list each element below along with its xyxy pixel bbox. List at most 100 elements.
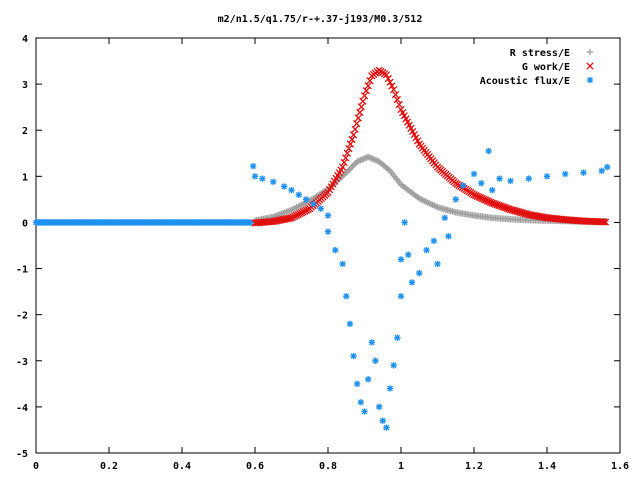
acoustic-flux-e-point	[251, 173, 259, 180]
acoustic-flux-e-point	[543, 173, 551, 180]
acoustic-flux-e-point	[507, 177, 514, 185]
y-tick-label: -2	[16, 311, 28, 322]
axis-ticks: 0 0.2 0.4 0.6 0.8 1 1.2 1.4 1.6 4 3 2 1 0 -1 -2 -3 -4 -5	[16, 34, 629, 472]
y-tick-label: 4	[22, 34, 28, 45]
acoustic-flux-e-point	[445, 233, 452, 240]
acoustic-flux-e-point	[452, 196, 459, 203]
g-work-e-point	[391, 90, 400, 99]
acoustic-flux-e-point	[485, 147, 492, 155]
g-work-e-point	[364, 82, 372, 90]
acoustic-flux-e-point	[408, 279, 416, 286]
g-work-e-point	[359, 97, 367, 105]
acoustic-flux-e-point	[339, 260, 346, 268]
x-tick-label: 1.2	[465, 461, 483, 472]
y-tick-label: -5	[16, 449, 28, 460]
acoustic-flux-e-point	[580, 169, 587, 176]
x-tick-label: 1.6	[611, 461, 629, 472]
g-work-e-point	[356, 108, 364, 117]
g-work-e-point	[386, 78, 394, 86]
acoustic-flux-e-point	[525, 175, 532, 182]
g-work-e-point	[393, 95, 402, 104]
acoustic-flux-e-point	[368, 339, 375, 346]
x-tick-label: 0	[33, 461, 39, 472]
acoustic-flux-e-point	[281, 183, 288, 190]
x-tick-label: 0.2	[100, 461, 118, 472]
legend-marker	[586, 62, 594, 70]
acoustic-flux-e-point	[401, 219, 408, 226]
y-tick-label: -1	[16, 265, 28, 276]
acoustic-flux-e-point	[496, 175, 503, 182]
plot-frame	[35, 37, 621, 454]
g-work-e-point	[346, 140, 355, 148]
g-work-e-point	[600, 218, 608, 226]
legend-label: R stress/E	[510, 48, 570, 59]
g-work-e-point	[345, 145, 353, 153]
acoustic-flux-e-point	[350, 352, 357, 360]
acoustic-flux-e-point	[441, 214, 448, 222]
acoustic-flux-e-point	[397, 256, 405, 263]
acoustic-flux-e-point	[379, 417, 386, 424]
g-work-e-point	[390, 85, 398, 94]
y-tick-label: -4	[16, 403, 28, 414]
x-tick-label: 1.4	[538, 461, 556, 472]
y-tick-label: 1	[22, 172, 28, 183]
r-stress-e-point	[344, 167, 352, 175]
r-stress-e-point	[350, 161, 358, 168]
acoustic-flux-e-point	[249, 162, 257, 170]
acoustic-flux-e-point	[259, 175, 266, 182]
acoustic-flux-e-point	[390, 362, 397, 369]
g-work-e-point	[338, 163, 347, 171]
acoustic-flux-e-point	[459, 182, 467, 189]
legend: R stress/E G work/E Acoustic flux/E	[480, 48, 594, 87]
legend-label: G work/E	[522, 62, 570, 73]
r-stress-e-point	[347, 164, 355, 172]
legend-label: Acoustic flux/E	[480, 75, 570, 87]
acoustic-flux-e-point	[302, 196, 310, 203]
acoustic-flux-e-point	[364, 376, 372, 383]
acoustic-flux-e-point	[310, 200, 317, 208]
acoustic-flux-e-point	[324, 212, 332, 219]
series-layer	[32, 66, 611, 431]
g-work-e-point	[354, 114, 362, 122]
acoustic-flux-e-point	[416, 269, 423, 277]
acoustic-flux-e-point	[423, 246, 430, 254]
g-work-e-point	[382, 71, 391, 79]
acoustic-flux-e-point	[598, 167, 605, 174]
x-tick-label: 0.4	[173, 461, 191, 472]
acoustic-flux-e-point	[562, 170, 569, 178]
g-work-e-point	[384, 74, 392, 83]
chart-title: m2/n1.5/q1.75/r-+.37-j193/M0.3/512	[218, 13, 423, 25]
acoustic-flux-e-point	[489, 186, 496, 194]
y-tick-label: 3	[22, 80, 28, 91]
acoustic-flux-e-point	[434, 260, 441, 268]
acoustic-flux-baseline	[32, 219, 254, 226]
acoustic-flux-e-point	[375, 403, 383, 411]
g-work-e-point	[362, 87, 370, 95]
x-tick-label: 0.6	[246, 461, 264, 472]
acoustic-flux-e-point	[357, 399, 365, 406]
g-work-e-point	[395, 100, 403, 109]
acoustic-flux-e-point	[332, 246, 339, 254]
g-work-e-point	[601, 218, 610, 226]
r-stress-e-point	[349, 163, 356, 170]
legend-marker	[586, 76, 594, 84]
series-1	[251, 66, 610, 227]
g-work-e-point	[351, 125, 359, 133]
g-work-e-point	[340, 158, 348, 167]
acoustic-flux-e-point	[478, 180, 485, 187]
acoustic-flux-e-point	[354, 380, 361, 388]
acoustic-flux-e-point	[317, 205, 324, 212]
series-2	[249, 147, 611, 431]
acoustic-flux-e-point	[295, 191, 302, 198]
legend-marker	[586, 48, 594, 56]
g-work-e-point	[357, 103, 366, 111]
x-tick-label: 1	[398, 461, 404, 472]
g-work-e-point	[388, 82, 396, 90]
g-work-e-point	[366, 77, 374, 85]
g-work-e-point	[353, 119, 361, 128]
acoustic-flux-e-point	[405, 251, 412, 258]
y-tick-label: 0	[22, 218, 28, 229]
acoustic-flux-e-point	[430, 237, 438, 245]
acoustic-flux-e-point	[361, 408, 368, 415]
